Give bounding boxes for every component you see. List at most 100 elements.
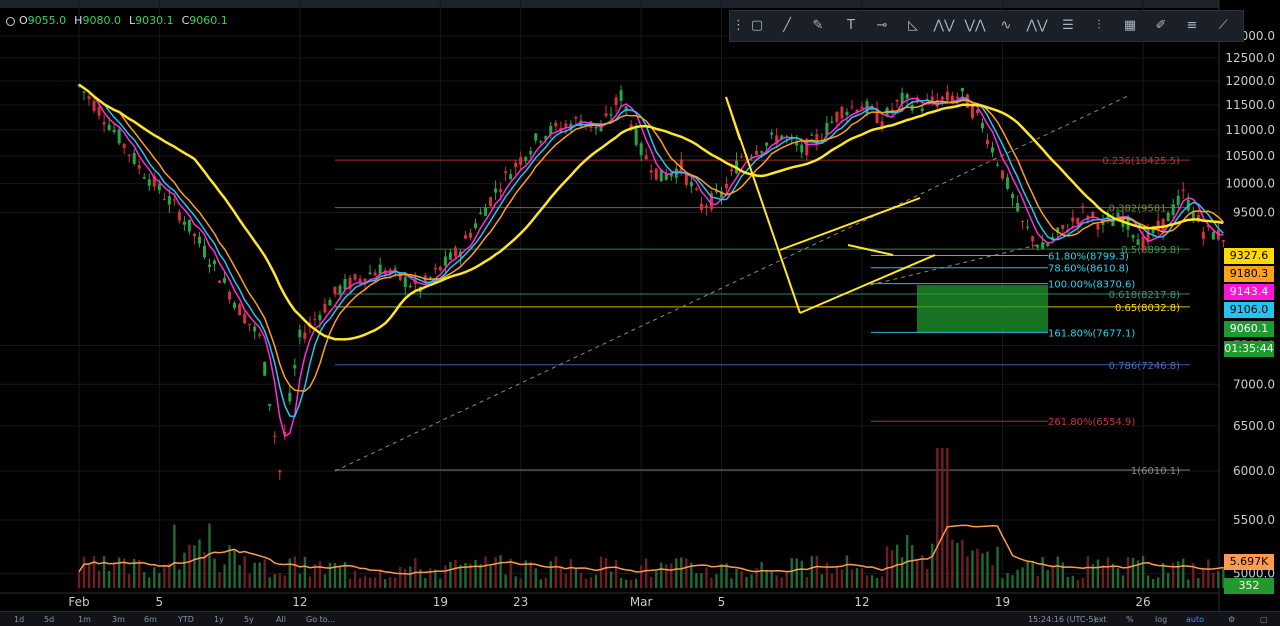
brush-icon[interactable]: ✎ [812,18,824,33]
volume-bar [1141,555,1145,588]
scale-option[interactable]: log [1155,615,1168,624]
candle-body [654,168,658,180]
candle-body [107,124,111,131]
volume-bar [1021,567,1024,588]
scale-option[interactable]: % [1126,615,1134,624]
volume-bar [388,577,392,588]
scale-option[interactable]: ext [1094,615,1107,624]
volume-bar [494,557,497,588]
close-label: C [181,14,190,27]
close-value: 9060.1 [189,14,228,27]
range-button[interactable]: 3m [112,615,125,624]
volume-bar [208,523,211,588]
volume-bar [850,569,854,588]
candle-body [664,174,668,180]
candle-body [996,164,1000,166]
volume-bar [956,543,959,588]
volume-bar [569,559,573,588]
fib-icon[interactable]: ⫶ [1097,18,1101,33]
triangle-icon[interactable]: ◺ [908,18,918,33]
volume-bar [670,563,673,588]
volume-bar [895,544,899,588]
volume-bar [725,563,728,588]
candle-body [649,170,653,173]
volume-bar [97,570,101,588]
range-button[interactable]: YTD [178,615,194,624]
range-button[interactable]: Go to... [306,615,336,624]
candle-body [223,277,227,283]
candle-body [1221,240,1225,242]
candle-body [860,106,864,109]
candle-body [805,138,809,156]
candle-body [760,151,764,153]
candle-body [368,272,372,275]
candle-body [890,109,894,112]
horizontal-line-icon[interactable]: ⊸ [876,18,888,33]
candle-body [780,135,784,140]
volume-bar [735,569,738,588]
candle-body [940,96,944,100]
volume-bar [112,562,116,588]
volume-bar [946,448,949,588]
candle-body [915,97,919,103]
candle-body [1156,220,1160,231]
text-icon[interactable]: T [847,18,855,33]
candle-body [1111,221,1115,226]
volume-bar [951,539,954,588]
range-button[interactable]: 6m [144,615,157,624]
gear-icon[interactable]: ⚙ [1228,615,1236,624]
scale-option[interactable]: auto [1186,615,1205,624]
magnet-icon[interactable]: ⟋ [1218,18,1228,33]
candle-body [800,144,804,153]
volume-bar [469,563,472,588]
candle-body [905,94,909,99]
volume-bar [258,562,261,588]
pattern-abcd-icon[interactable]: ⋁⋀ [964,18,986,33]
line-icon[interactable]: ╱ [783,18,791,33]
y-tick-label: 10500.0 [1225,149,1275,163]
candle-body [604,113,608,117]
candle-body [258,334,262,336]
volume-bar [1081,577,1085,588]
volume-bar [931,543,934,588]
range-button[interactable]: 1m [78,615,91,624]
high-value: 9080.0 [82,14,121,27]
fullscreen-icon[interactable]: ▢ [1260,615,1268,624]
range-button[interactable]: 1y [214,615,224,624]
volume-bar [188,544,191,588]
grip-icon[interactable]: ⋮ [732,18,745,33]
y-tick-label: 6500.0 [1233,419,1275,433]
brush2-icon[interactable]: ✐ [1155,18,1167,33]
candle-body [730,169,733,172]
candle-body [1081,206,1085,208]
list-icon[interactable]: ≡ [1186,18,1198,33]
gann-icon[interactable]: ☰ [1062,18,1074,33]
volume-bar [263,559,266,588]
volume-bar [1202,568,1205,588]
fib-ext-icon[interactable]: ▦ [1123,18,1137,33]
volume-bar [549,561,553,588]
rectangle-icon[interactable]: ▢ [750,18,764,33]
candle-body [448,252,452,260]
y-tick-label: 7000.0 [1233,377,1275,391]
range-button[interactable]: All [276,615,286,624]
volume-bar [248,573,251,588]
range-button[interactable]: 1d [14,615,25,624]
price-chart[interactable]: 13000.012500.012000.011500.011000.010500… [0,0,1280,611]
pattern-elliott-icon[interactable]: ⋀⋁ [1026,18,1048,33]
candle-body [248,323,252,325]
volume-bar [77,571,81,588]
volume-bar [1126,556,1130,588]
volume-bar [168,563,171,588]
candle-body [624,106,628,112]
range-button[interactable]: 5y [244,615,254,624]
pattern-xabcd-icon[interactable]: ⋀⋁ [933,18,955,33]
candle-body [950,95,954,102]
candle-body [920,108,924,112]
range-button[interactable]: 5d [44,615,55,624]
x-tick-label: 5 [718,595,726,609]
volume-bar [976,548,979,588]
candle-body [152,175,156,187]
pattern-wave-icon[interactable]: ∿ [1000,18,1012,33]
volume-bar [399,566,402,588]
